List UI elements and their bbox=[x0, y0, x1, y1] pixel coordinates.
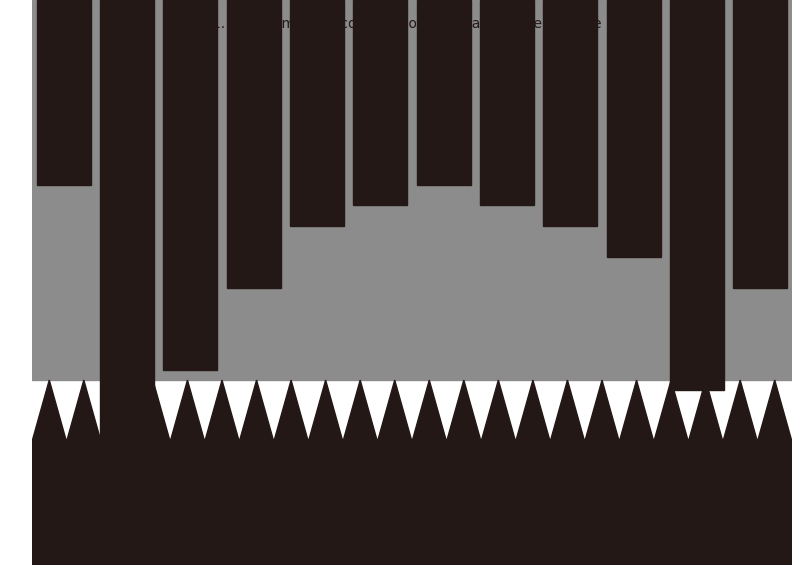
Bar bbox=[163, 0, 218, 370]
Bar bbox=[417, 0, 470, 185]
Bar bbox=[606, 0, 661, 257]
Bar bbox=[37, 0, 90, 185]
Bar bbox=[100, 0, 154, 472]
Bar bbox=[670, 0, 724, 390]
Bar bbox=[226, 0, 281, 288]
Bar bbox=[734, 0, 787, 288]
Bar bbox=[32, 442, 792, 565]
Bar bbox=[32, 0, 792, 380]
Text: Figure 1.  The number of consultations via Rare Cancer Hotline in 2019: Figure 1. The number of consultations vi… bbox=[166, 17, 658, 31]
Bar bbox=[480, 0, 534, 206]
Bar bbox=[354, 0, 407, 206]
Polygon shape bbox=[32, 380, 792, 565]
Bar bbox=[543, 0, 598, 226]
Bar bbox=[290, 0, 344, 226]
